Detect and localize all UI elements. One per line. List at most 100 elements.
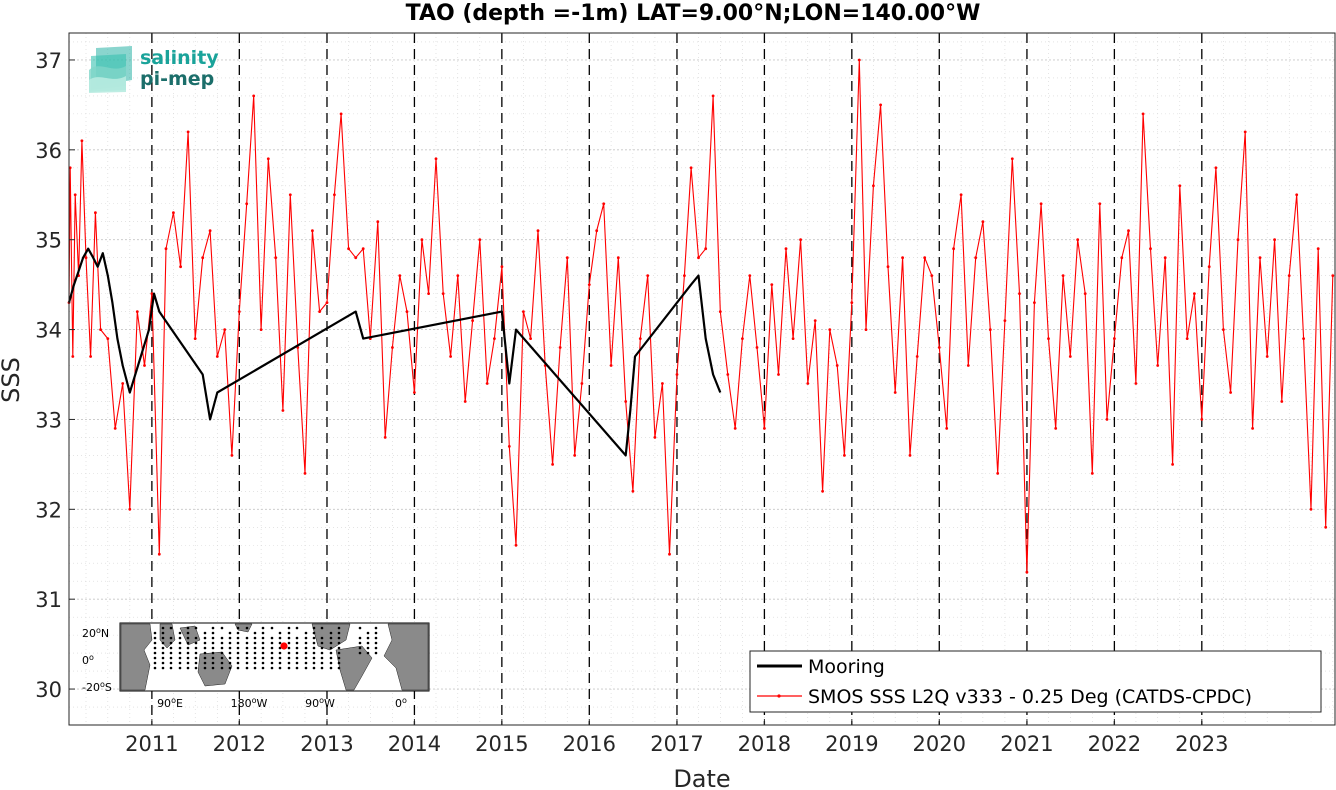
array-dot [186, 636, 190, 640]
array-dot [161, 656, 165, 660]
array-dot [203, 656, 207, 660]
x-tick-label: 2022 [1088, 732, 1141, 756]
data-point [683, 274, 686, 277]
array-dot [186, 646, 190, 650]
array-dot [245, 656, 249, 660]
data-point [821, 489, 824, 493]
data-point [704, 247, 708, 251]
data-point [1309, 507, 1313, 511]
data-point [529, 337, 532, 340]
array-dot [278, 636, 282, 640]
data-point [456, 274, 460, 277]
data-point [157, 552, 161, 556]
array-dot [186, 651, 190, 655]
data-point [886, 265, 890, 269]
array-dot [253, 651, 257, 655]
array-dot [220, 661, 224, 665]
array-dot [211, 646, 215, 650]
data-point [616, 256, 620, 260]
data-point [1251, 427, 1254, 430]
array-dot [270, 641, 274, 645]
data-point [1316, 247, 1320, 251]
data-point [763, 427, 766, 430]
data-point [988, 328, 992, 331]
array-dot [358, 636, 362, 640]
array-dot [236, 656, 240, 660]
array-dot [312, 656, 316, 660]
array-dot [186, 626, 190, 630]
data-point [799, 238, 802, 242]
array-dot [366, 631, 370, 635]
data-point [281, 409, 285, 412]
array-dot [228, 656, 232, 660]
array-dot [295, 661, 299, 665]
data-point [413, 391, 416, 394]
array-dot [320, 636, 324, 640]
array-dot [261, 666, 265, 670]
array-dot [169, 661, 173, 665]
array-dot [194, 651, 198, 655]
array-dot [358, 626, 362, 630]
inset-lat-label: -20oS [82, 680, 112, 694]
data-point [1113, 337, 1116, 340]
array-dot [304, 656, 308, 660]
array-dot [287, 651, 291, 655]
data-point [1061, 274, 1065, 277]
data-point [1295, 193, 1299, 197]
data-point [237, 310, 241, 313]
array-dot [261, 646, 265, 650]
array-dot [337, 666, 341, 670]
data-point [94, 211, 97, 215]
y-tick-label: 37 [35, 49, 62, 73]
array-dot [178, 646, 182, 650]
y-tick-label: 36 [35, 139, 62, 163]
data-point [471, 319, 474, 322]
data-point [901, 256, 904, 260]
data-point [937, 346, 941, 349]
array-dot [220, 641, 224, 645]
data-point [1039, 202, 1043, 206]
array-dot [211, 651, 215, 655]
array-dot [287, 656, 291, 660]
data-point [1127, 229, 1130, 233]
array-dot [329, 631, 333, 635]
array-dot [220, 656, 224, 660]
data-point [573, 454, 577, 457]
data-point [843, 454, 846, 457]
inset-lon-label: 90oE [157, 696, 183, 710]
array-dot [245, 626, 249, 630]
array-dot [245, 641, 249, 645]
array-dot [253, 646, 257, 650]
array-dot [203, 661, 207, 665]
array-dot [295, 656, 299, 660]
array-dot [161, 646, 165, 650]
array-dot [337, 641, 341, 645]
x-tick-label: 2017 [650, 732, 703, 756]
array-dot [228, 666, 232, 670]
array-dot [312, 631, 316, 635]
data-point [1149, 247, 1152, 251]
array-dot [366, 636, 370, 640]
data-point [813, 319, 817, 322]
array-dot [261, 641, 265, 645]
array-dot [337, 656, 341, 660]
logo-line1: salinity [140, 47, 219, 69]
data-point [930, 274, 934, 277]
data-point [71, 355, 75, 358]
data-point [952, 247, 955, 251]
series-line [67, 247, 722, 457]
array-dot [358, 651, 362, 655]
array-dot [203, 666, 207, 670]
array-dot [278, 656, 282, 660]
array-dot [312, 626, 316, 630]
array-dot [287, 646, 291, 650]
data-point [288, 193, 292, 197]
array-dot [211, 626, 215, 630]
array-dot [320, 651, 324, 655]
array-dot [211, 631, 215, 635]
data-point [193, 337, 197, 340]
array-dot [220, 666, 224, 670]
data-point [1280, 400, 1284, 403]
data-point [1083, 292, 1087, 295]
